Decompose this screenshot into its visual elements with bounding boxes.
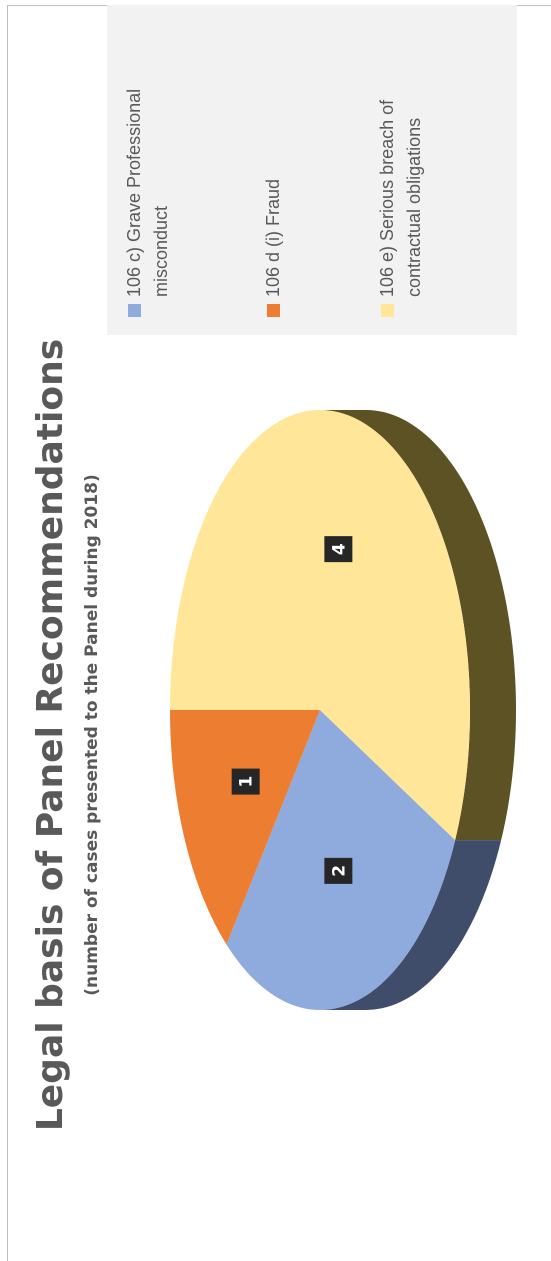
pie-slice-side bbox=[320, 410, 516, 841]
pie-slice-side bbox=[320, 840, 502, 1010]
legend-swatch-serious-breach bbox=[381, 304, 394, 317]
data-label-box bbox=[324, 536, 353, 563]
chart-title: Legal basis of Panel Recommendations bbox=[30, 338, 71, 1132]
legend-label-fraud: 106 d (i) Fraud bbox=[260, 179, 287, 297]
legend-label-line: 106 e) Serious breach of bbox=[377, 99, 397, 297]
data-label-box bbox=[231, 768, 260, 795]
data-label: 1 bbox=[237, 776, 257, 788]
chart-canvas: 2 1 4 Legal basis of Panel Recommendations… bbox=[20, 5, 530, 1255]
legend-label-grave-misconduct: 106 c) Grave Professional misconduct bbox=[121, 89, 175, 297]
frame-border-left bbox=[7, 5, 8, 1261]
legend-label-serious-breach: 106 e) Serious breach of contractual obl… bbox=[374, 100, 428, 297]
legend-label-line: contractual obligations bbox=[404, 117, 424, 297]
legend-label-line: 106 d (i) Fraud bbox=[263, 178, 283, 297]
chart-subtitle: (number of cases presented to the Panel … bbox=[82, 474, 102, 996]
legend-label-line: misconduct bbox=[151, 205, 171, 297]
pie-slice bbox=[170, 410, 470, 841]
data-label-box bbox=[324, 857, 353, 884]
data-label: 4 bbox=[329, 543, 349, 555]
legend-swatch-fraud bbox=[267, 304, 280, 317]
legend-label-line: 106 c) Grave Professional bbox=[124, 88, 144, 297]
pie-chart: 2 1 4 bbox=[170, 410, 516, 1010]
legend-swatch-grave-misconduct bbox=[128, 304, 141, 317]
chart-legend: 106 c) Grave Professional misconduct 106… bbox=[107, 5, 517, 335]
pie-slice bbox=[170, 710, 320, 945]
data-label: 2 bbox=[329, 865, 349, 877]
